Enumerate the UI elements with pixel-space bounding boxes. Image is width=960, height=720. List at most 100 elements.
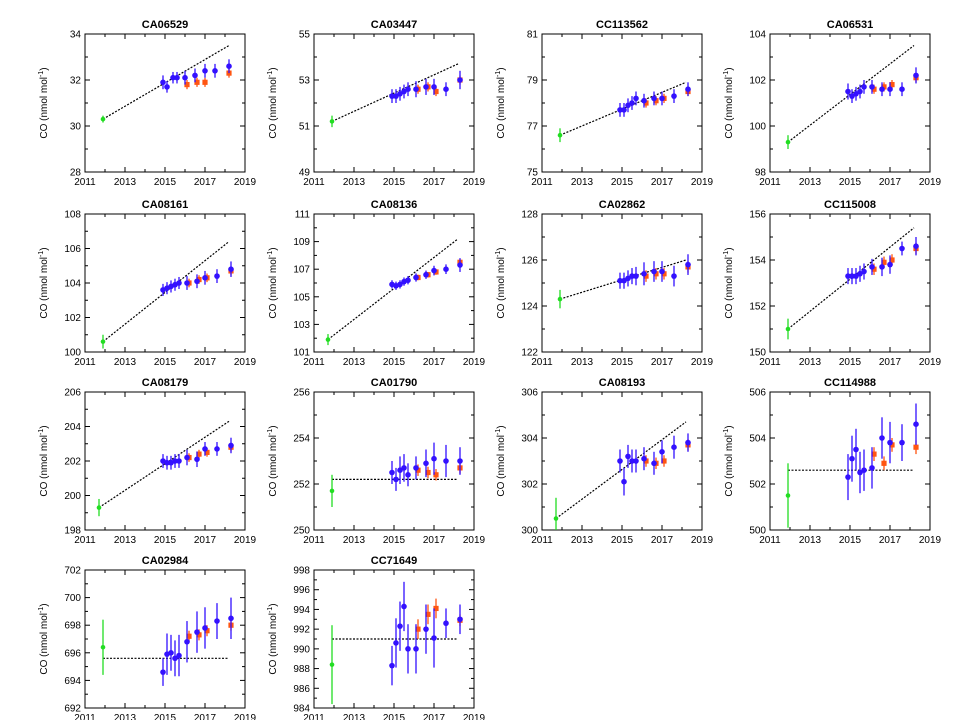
blue-point	[899, 439, 905, 446]
blue-point	[849, 273, 855, 279]
blue-point	[413, 86, 419, 92]
blue-point	[401, 603, 407, 610]
orange-point	[204, 628, 210, 634]
blue-point	[861, 268, 867, 275]
x-tick-label: 2011	[303, 177, 325, 188]
orange-point	[433, 605, 439, 612]
y-tick-label: 98	[755, 168, 767, 179]
panel-CC113562: CC113562 2011 2013 2015 2017 2019 75 77 79 81 CO (…	[495, 19, 714, 188]
x-tick-label: 2013	[114, 535, 137, 546]
x-tick-label: 2013	[571, 177, 594, 188]
blue-point	[853, 446, 859, 453]
blue-point	[913, 72, 919, 79]
first-point	[557, 132, 563, 138]
orange-point	[184, 82, 190, 88]
blue-point	[397, 281, 403, 288]
blue-point	[214, 618, 220, 624]
blue-point	[184, 280, 190, 286]
y-tick-label: 992	[293, 625, 310, 636]
y-tick-label: 105	[293, 292, 310, 303]
x-tick-label: 2013	[571, 357, 594, 368]
y-tick-label: 77	[527, 122, 539, 133]
y-tick-label: 306	[521, 388, 538, 399]
blue-point	[176, 458, 182, 464]
blue-point	[184, 454, 190, 461]
y-tick-label: 53	[299, 76, 311, 87]
x-tick-label: 2017	[194, 357, 217, 368]
x-tick-label: 2017	[879, 357, 902, 368]
x-tick-label: 2011	[74, 357, 96, 368]
x-tick-label: 2017	[194, 535, 217, 546]
blue-point	[913, 421, 919, 428]
y-tick-label: 103	[293, 320, 310, 331]
plot-frame	[313, 391, 475, 531]
x-tick-label: 2019	[463, 713, 486, 720]
plot-frame	[84, 213, 246, 353]
x-tick-label: 2013	[114, 713, 137, 720]
y-tick-label: 75	[527, 168, 539, 179]
y-axis-label: CO (nmol mol-1)	[723, 425, 735, 496]
y-axis-label: CO (nmol mol-1)	[38, 247, 50, 318]
x-tick-label: 2011	[303, 535, 325, 546]
panel-CC114988: CC114988 2011 2013 2015 2017 2019 500 502 504 506…	[723, 377, 942, 546]
x-tick-label: 2011	[759, 535, 781, 546]
blue-point	[228, 266, 234, 273]
trend-line	[327, 238, 459, 341]
x-tick-label: 2013	[799, 357, 822, 368]
x-tick-label: 2015	[839, 357, 862, 368]
blue-point	[228, 615, 234, 622]
y-tick-label: 988	[293, 664, 310, 675]
x-tick-label: 2013	[343, 177, 366, 188]
panel-title: CA02984	[142, 555, 189, 567]
blue-point	[629, 458, 635, 464]
y-tick-label: 504	[749, 434, 766, 445]
x-tick-label: 2019	[463, 357, 486, 368]
blue-point	[393, 476, 399, 483]
orange-point	[881, 84, 887, 90]
orange-point	[415, 626, 421, 632]
blue-point	[621, 107, 627, 113]
panel-title: CC115008	[824, 199, 876, 211]
blue-point	[879, 86, 885, 92]
blue-point	[659, 449, 665, 455]
blue-point	[423, 84, 429, 90]
orange-point	[425, 611, 431, 617]
trend-line	[331, 63, 459, 122]
blue-point	[194, 629, 200, 635]
x-tick-label: 2017	[423, 177, 446, 188]
y-axis-label: CO (nmol mol-1)	[495, 425, 507, 496]
blue-point	[431, 635, 437, 641]
first-point	[785, 326, 791, 332]
blue-point	[214, 446, 220, 452]
blue-point	[443, 620, 449, 627]
blue-point	[389, 93, 395, 99]
y-tick-label: 111	[295, 210, 311, 221]
blue-point	[633, 95, 639, 102]
x-tick-label: 2015	[154, 535, 177, 546]
x-tick-label: 2015	[383, 357, 406, 368]
orange-point	[661, 458, 667, 464]
blue-point	[887, 439, 893, 446]
orange-point	[433, 472, 439, 478]
x-tick-label: 2013	[343, 713, 366, 720]
blue-point	[160, 669, 166, 675]
y-tick-label: 102	[64, 313, 81, 324]
first-point	[329, 488, 335, 494]
y-tick-label: 200	[64, 491, 81, 502]
y-tick-label: 506	[749, 388, 766, 399]
panel-CA08179: CA08179 2011 2013 2015 2017 2019 198 200 202 204 2…	[38, 377, 257, 546]
blue-point	[857, 88, 863, 95]
y-tick-label: 304	[521, 434, 538, 445]
x-tick-label: 2019	[919, 535, 942, 546]
plot-frame	[769, 33, 931, 173]
y-tick-label: 500	[749, 526, 766, 537]
orange-point	[204, 449, 210, 455]
blue-point	[457, 616, 463, 623]
y-tick-label: 104	[64, 279, 81, 290]
blue-point	[651, 268, 657, 275]
y-tick-label: 986	[293, 684, 310, 695]
trend-line	[102, 241, 230, 343]
blue-point	[202, 275, 208, 281]
y-tick-label: 156	[749, 210, 766, 221]
blue-point	[617, 277, 623, 284]
